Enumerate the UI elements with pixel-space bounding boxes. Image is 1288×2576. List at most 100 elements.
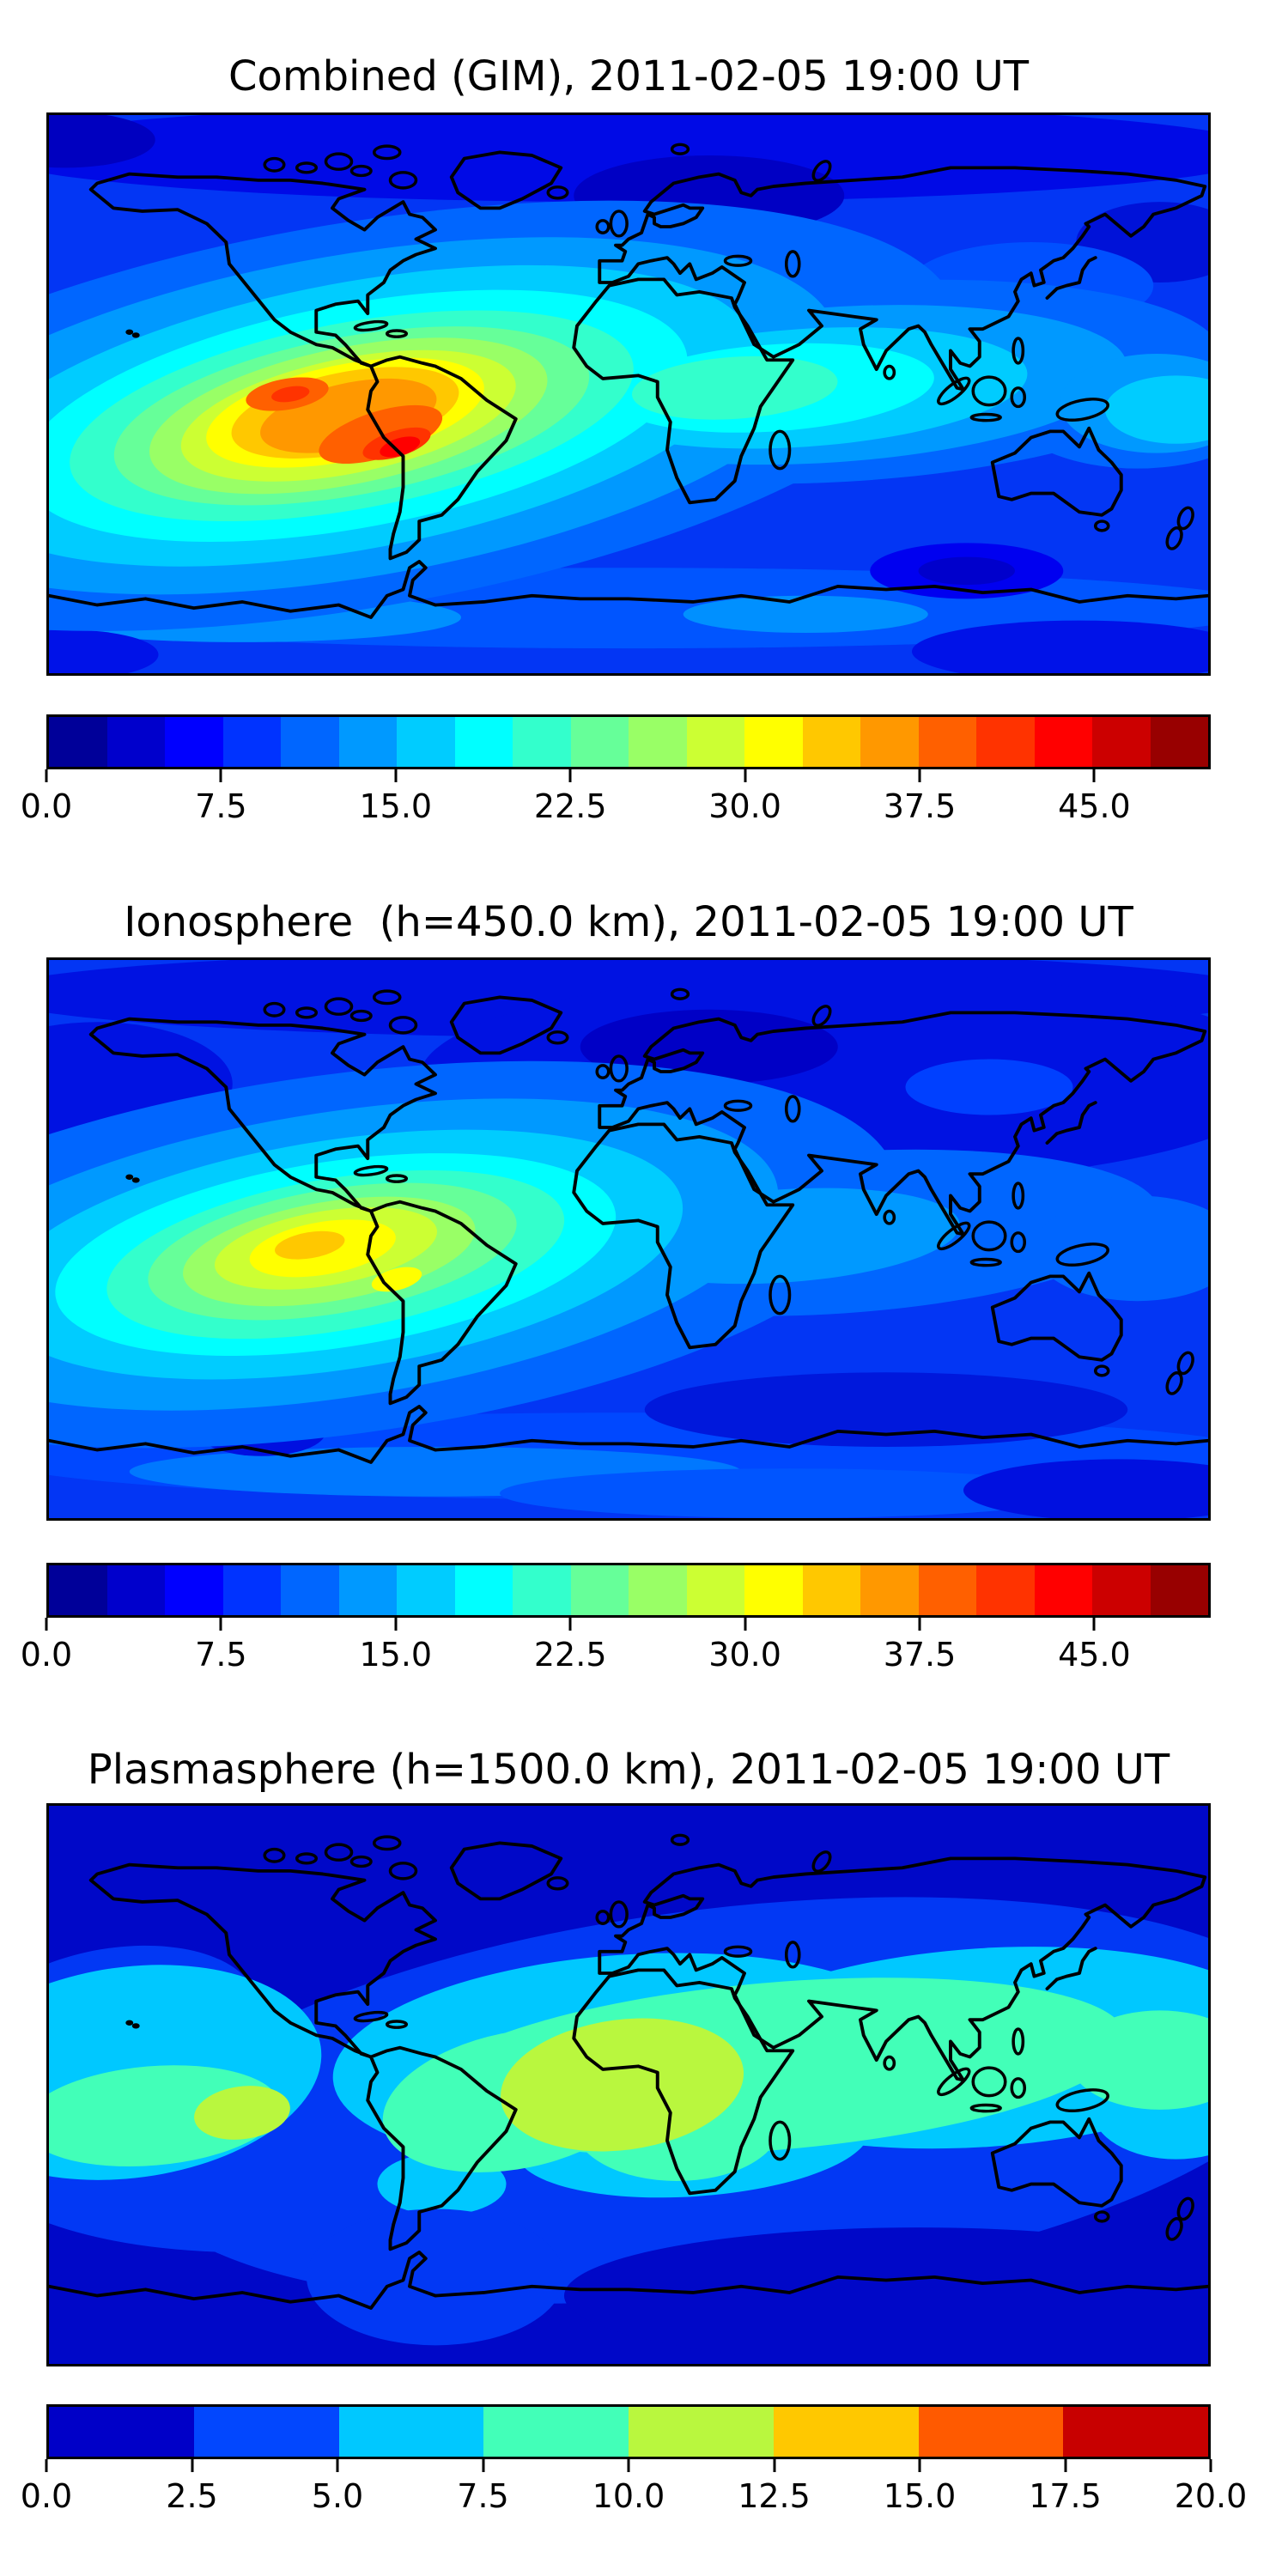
colorbar-segment <box>1034 1565 1092 1615</box>
island-outline <box>385 329 409 338</box>
island-outline <box>546 1876 569 1891</box>
island-outline <box>372 989 402 1005</box>
island-outline <box>125 2020 134 2026</box>
colorbar-tick-mark <box>45 769 48 782</box>
coastline-path <box>366 2045 518 2251</box>
colorbar-segment <box>106 1565 165 1615</box>
island-outline <box>385 1174 409 1183</box>
colorbar-tick-label: 0.0 <box>20 2477 73 2515</box>
island-outline <box>131 332 140 338</box>
island-outline <box>263 1001 286 1018</box>
colorbar-tick-mark <box>918 2459 921 2472</box>
island-outline <box>295 161 319 174</box>
island-outline <box>1012 337 1025 365</box>
contour-blob <box>307 2208 564 2346</box>
colorbar-tick-label: 15.0 <box>359 787 433 825</box>
island-outline <box>1012 1182 1025 1210</box>
colorbar-segment <box>454 1565 513 1615</box>
colorbar-tick-label: 22.5 <box>533 787 607 825</box>
panel-title-plasmasphere: Plasmasphere (h=1500.0 km), 2011-02-05 1… <box>87 1746 1170 1794</box>
map-plasmasphere <box>46 1803 1211 2366</box>
coastline-path <box>49 2251 1208 2310</box>
colorbar-tick-mark <box>918 769 921 782</box>
island-outline <box>609 210 629 238</box>
island-outline <box>1176 1351 1194 1376</box>
contour-blob <box>1105 375 1208 444</box>
contour-blob <box>1069 2010 1208 2110</box>
coastline-path <box>366 1200 518 1406</box>
colorbar-ionosphere <box>46 1563 1211 1618</box>
colorbar-segment <box>976 717 1035 767</box>
island-outline <box>670 1833 690 1846</box>
island-outline <box>769 429 792 471</box>
island-outline <box>324 152 354 171</box>
island-outline <box>609 1054 629 1083</box>
colorbar-tick-label: 45.0 <box>1058 1636 1131 1674</box>
colorbar-tick-labels: 0.0 7.5 15.0 22.5 30.0 37.5 45.0 <box>21 1635 1211 1676</box>
colorbar-gradient <box>49 717 1208 767</box>
island-outline <box>349 1855 373 1868</box>
colorbar-segment <box>629 1565 687 1615</box>
colorbar-segment <box>513 717 571 767</box>
island-outline <box>372 1835 402 1851</box>
colorbar-tick-mark <box>45 2459 48 2472</box>
colorbar-segment <box>976 1565 1035 1615</box>
colorbar-tick-mark <box>773 2459 775 2472</box>
contour-blob <box>49 115 1208 203</box>
colorbar-segment <box>773 2407 919 2457</box>
coastline-path <box>990 2117 1123 2208</box>
coastline-path <box>598 1856 1207 2082</box>
colorbar-gradient <box>49 1565 1208 1615</box>
coastline-path <box>88 1017 437 1213</box>
island-outline <box>295 1006 319 1019</box>
colorbar-segment <box>281 1565 339 1615</box>
island-outline <box>324 1843 354 1862</box>
contour-blob <box>963 1459 1208 1518</box>
colorbar-segment <box>106 717 165 767</box>
coastline-path <box>49 1405 1208 1464</box>
island-outline <box>769 1274 792 1315</box>
colorbar-segment <box>397 1565 455 1615</box>
island-outline <box>969 412 1002 422</box>
island-outline <box>349 164 373 178</box>
colorbar-tick-label: 20.0 <box>1174 2477 1248 2515</box>
coastline-path <box>990 1271 1123 1362</box>
contour-blob <box>371 1267 422 1292</box>
island-outline <box>811 1850 832 1873</box>
contour-map-svg-combined <box>49 115 1208 673</box>
colorbar-segment <box>1150 717 1208 767</box>
colorbar-tick-mark <box>918 1618 921 1631</box>
coastline-path <box>88 1862 437 2059</box>
island-outline <box>1055 2088 1109 2112</box>
colorbar-segment <box>802 717 860 767</box>
coastline-path <box>598 1011 1207 1236</box>
island-outline <box>937 1221 971 1251</box>
colorbar-segment <box>802 1565 860 1615</box>
island-outline <box>723 1945 753 1958</box>
colorbar-tick-labels: 0.0 7.5 15.0 22.5 30.0 37.5 45.0 <box>21 787 1211 828</box>
colorbar-tick-label: 30.0 <box>708 787 781 825</box>
island-outline <box>784 1941 801 1969</box>
island-outline <box>125 1174 134 1180</box>
colorbar-segment <box>165 717 223 767</box>
colorbar-tick-labels: 0.0 2.5 5.0 7.5 10.0 12.5 15.0 17.5 20.0 <box>21 2476 1248 2518</box>
island-outline <box>372 144 402 161</box>
colorbar-segment <box>281 717 339 767</box>
colorbar-plasmasphere <box>46 2404 1211 2459</box>
island-outline <box>324 997 354 1016</box>
colorbar-segment <box>629 2407 774 2457</box>
colorbar-segment <box>338 1565 397 1615</box>
colorbar-segment <box>193 2407 339 2457</box>
colorbar-segment <box>49 717 107 767</box>
colorbar-tick-label: 30.0 <box>708 1636 781 1674</box>
island-outline <box>971 1220 1007 1252</box>
island-outline <box>1093 1364 1110 1377</box>
island-outline <box>1165 526 1183 550</box>
colorbar-tick-mark <box>744 769 747 782</box>
island-outline <box>1165 1371 1183 1395</box>
coastline-path <box>49 560 1208 619</box>
colorbar-segment <box>454 717 513 767</box>
colorbar-segment <box>1063 2407 1208 2457</box>
island-outline <box>784 1095 801 1123</box>
